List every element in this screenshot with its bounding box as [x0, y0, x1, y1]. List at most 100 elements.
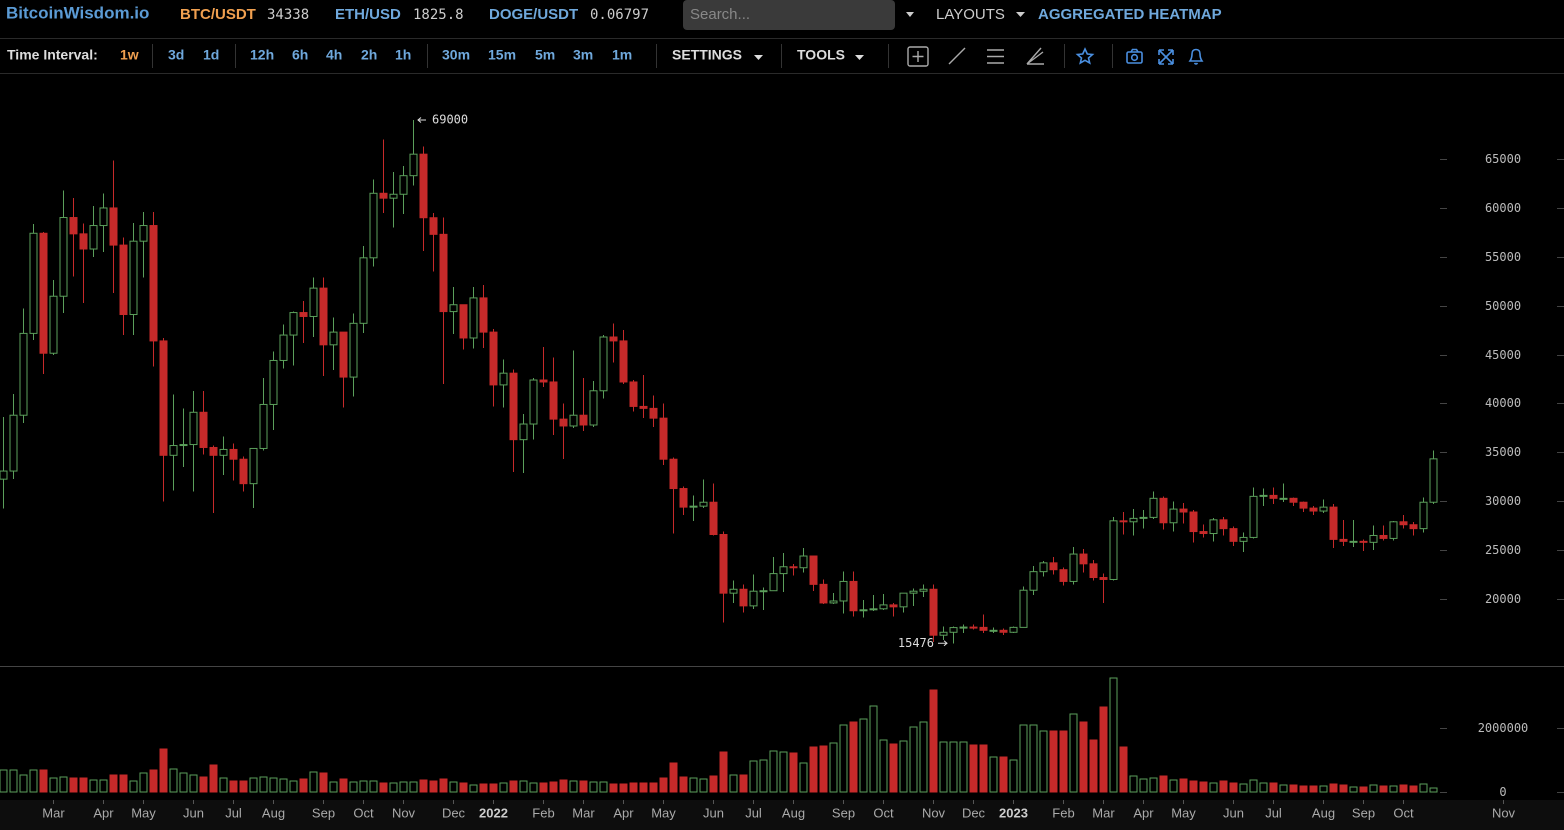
interval-button[interactable]: 30m	[442, 47, 470, 63]
volume-bar	[69, 777, 78, 793]
volume-bar	[1179, 778, 1188, 793]
volume-bar	[779, 751, 788, 793]
y-tick-label: 60000	[1485, 201, 1521, 215]
x-tick-label: Dec	[442, 805, 466, 820]
volume-bar	[729, 774, 738, 793]
search-box[interactable]	[683, 0, 895, 30]
x-tick-label: Jun	[183, 805, 204, 820]
caret[interactable]	[906, 12, 914, 17]
interval-button[interactable]: 1w	[120, 47, 139, 63]
volume-bar	[1129, 775, 1138, 793]
volume-bar	[989, 756, 998, 793]
alerts[interactable]	[1188, 48, 1204, 65]
candle-body	[1179, 508, 1188, 513]
candle-body	[79, 233, 88, 250]
candle-body	[1039, 562, 1048, 573]
x-tick-label: Nov	[392, 805, 416, 820]
volume-bar	[769, 750, 778, 793]
volume-bar	[99, 779, 108, 793]
candle-body	[859, 609, 868, 612]
volume-bar	[1259, 782, 1268, 793]
fullscreen[interactable]	[1158, 49, 1174, 65]
interval-button[interactable]: 5m	[535, 47, 555, 63]
volume-bar	[939, 741, 948, 793]
candle-body	[809, 555, 818, 585]
candle-body	[1359, 540, 1368, 543]
candle-body	[149, 225, 158, 342]
caret[interactable]	[1016, 12, 1025, 17]
high-annotation: 69000	[432, 112, 468, 126]
volume-bar	[299, 778, 308, 793]
layouts-menu[interactable]: LAYOUTS	[936, 6, 1005, 23]
y-tick-label: 35000	[1485, 445, 1521, 459]
candle-body	[549, 381, 558, 420]
volume-bar	[1019, 724, 1028, 793]
interval-button[interactable]: 4h	[326, 47, 342, 63]
volume-bar	[879, 739, 888, 793]
volume-bar	[279, 778, 288, 793]
brand[interactable]: BitcoinWisdom.io	[6, 3, 149, 22]
favorite[interactable]	[1075, 47, 1095, 65]
volume-bar	[689, 777, 698, 793]
candle-body	[729, 588, 738, 594]
ticker-symbol[interactable]: BTC/USDT	[180, 6, 256, 23]
caret[interactable]	[855, 55, 864, 60]
ticker-symbol[interactable]: ETH/USD	[335, 6, 401, 23]
volume-bar	[969, 744, 978, 793]
interval-button[interactable]: 2h	[361, 47, 377, 63]
volume-bar	[349, 781, 358, 793]
volume-bar	[449, 781, 458, 793]
lines-tool[interactable]	[987, 49, 1004, 64]
interval-button[interactable]: 12h	[250, 47, 274, 63]
candle-body	[269, 359, 278, 405]
candle-body	[459, 304, 468, 339]
candle-body	[1029, 571, 1038, 591]
candle-body	[799, 555, 808, 569]
volume-bar	[289, 780, 298, 793]
caret[interactable]	[754, 55, 763, 60]
candle-body	[869, 608, 878, 611]
volume-bar	[1069, 713, 1078, 793]
ticker-symbol[interactable]: DOGE/USDT	[489, 6, 578, 23]
interval-button[interactable]: 6h	[292, 47, 308, 63]
candle-body	[649, 407, 658, 419]
volume-bar	[889, 743, 898, 793]
candle-body	[499, 372, 508, 386]
interval-button[interactable]: 3d	[168, 47, 184, 63]
settings-menu[interactable]: SETTINGS	[672, 47, 742, 63]
volume-bar	[429, 780, 438, 793]
interval-button[interactable]: 1h	[395, 47, 411, 63]
candle-body	[329, 331, 338, 346]
candle-body	[59, 217, 68, 297]
volume-bar	[229, 780, 238, 793]
volume-bar	[789, 752, 798, 793]
fan-tool[interactable]	[1026, 47, 1044, 65]
candle-body	[289, 312, 298, 336]
candle-body	[29, 232, 38, 334]
crosshair-tool[interactable]	[907, 46, 929, 67]
volume-bar	[1299, 785, 1308, 793]
volume-bar	[249, 777, 258, 793]
volume-bar	[239, 780, 248, 793]
heatmap-link[interactable]: AGGREGATED HEATMAP	[1038, 6, 1222, 23]
tools-menu[interactable]: TOOLS	[797, 47, 845, 63]
volume-bar	[1339, 784, 1348, 793]
volume-bar	[1389, 785, 1398, 793]
volume-bar	[329, 781, 338, 793]
interval-button[interactable]: 1d	[203, 47, 219, 63]
interval-button[interactable]: 15m	[488, 47, 516, 63]
interval-button[interactable]: 3m	[573, 47, 593, 63]
volume-bar	[1009, 759, 1018, 793]
volume-bar	[1359, 786, 1368, 793]
volume-bar	[559, 779, 568, 793]
candle-body	[1079, 553, 1088, 565]
candle-body	[989, 629, 998, 632]
y-tick-label: 50000	[1485, 299, 1521, 313]
line-tool[interactable]	[948, 47, 966, 65]
screenshot[interactable]	[1126, 48, 1143, 64]
candle-body	[739, 588, 748, 607]
volume-bar	[129, 780, 138, 793]
volume-bar	[89, 779, 98, 793]
interval-button[interactable]: 1m	[612, 47, 632, 63]
